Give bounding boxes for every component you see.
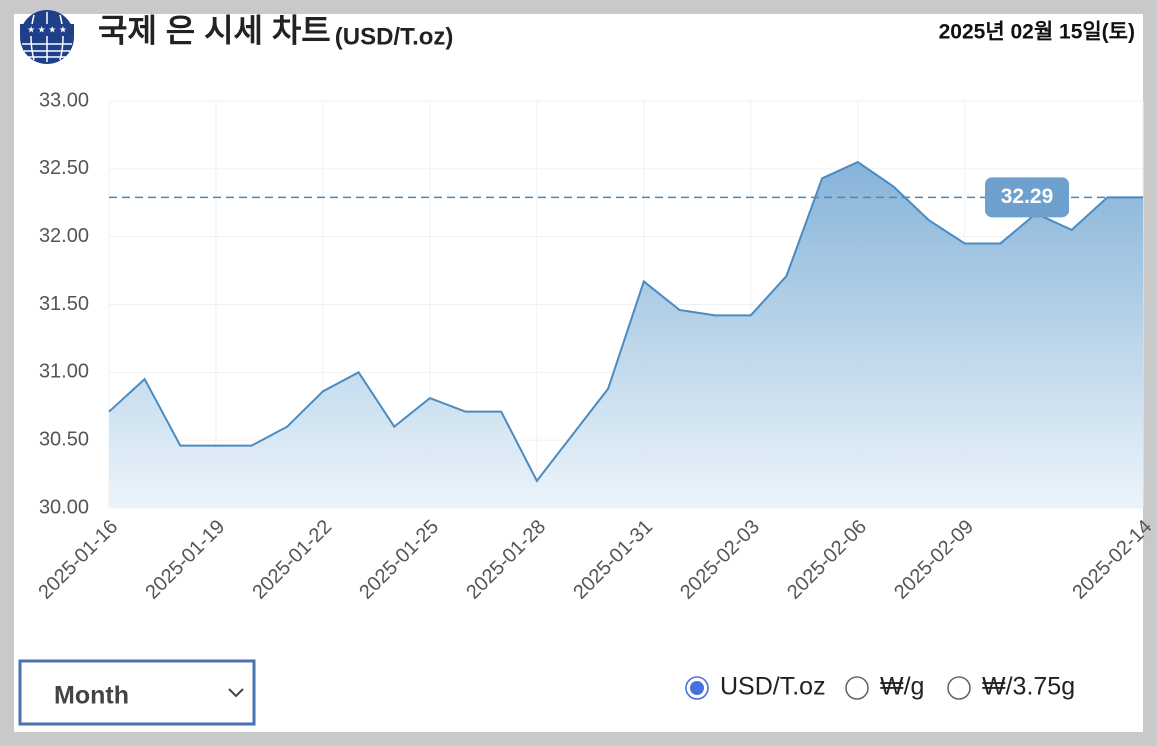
logo: ★ ★ ★ ★ (20, 10, 74, 64)
radio[interactable] (947, 676, 971, 700)
y-tick-label: 32.50 (39, 157, 89, 179)
radio-dot (690, 681, 704, 695)
reference-label-box (985, 177, 1069, 218)
line (108, 160, 1143, 483)
title: 국제 은 시세 차트 (98, 12, 331, 48)
radio-label[interactable]: USD/T.oz (720, 673, 826, 701)
reference-label: 32.29 (1001, 185, 1054, 208)
radio[interactable] (845, 676, 869, 700)
radio-label[interactable]: ₩/g (880, 673, 924, 701)
svg-text:★ ★ ★ ★: ★ ★ ★ ★ (27, 24, 67, 34)
y-tick-label: 30.50 (39, 428, 89, 450)
y-tick-label: 31.00 (39, 361, 89, 383)
select-box[interactable] (18, 659, 256, 726)
radio-label[interactable]: ₩/3.75g (982, 673, 1075, 701)
title-unit: (USD/T.oz) (335, 23, 454, 50)
select-value: Month (54, 682, 129, 710)
chevron (228, 688, 244, 698)
y-tick-label: 31.50 (39, 293, 89, 315)
plot: 30.0030.5031.0031.5032.0032.5033.002025-… (34, 89, 1156, 603)
period-select[interactable]: Month (18, 659, 256, 726)
date: 2025년 02월 15일(토) (939, 21, 1135, 44)
unit-radios: USD/T.oz ₩/g ₩/3.75g (685, 673, 1075, 701)
y-tick-label: 33.00 (39, 89, 89, 111)
y-tick-label: 32.00 (39, 225, 89, 247)
y-tick-label: 30.00 (39, 496, 89, 518)
